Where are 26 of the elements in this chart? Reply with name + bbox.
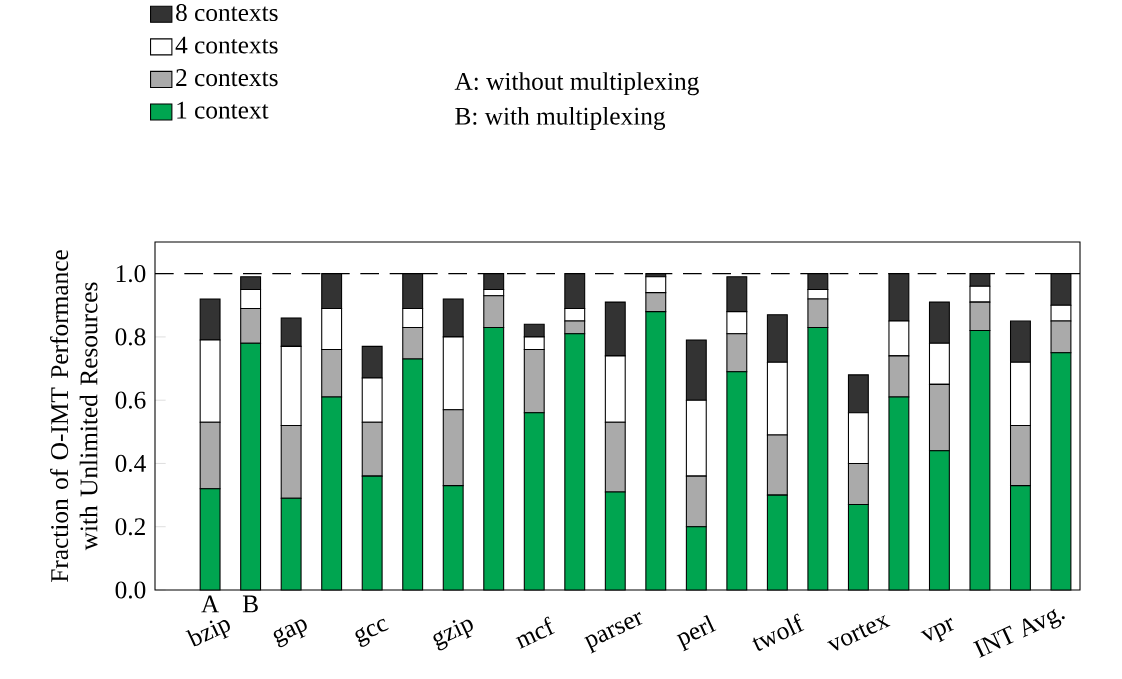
x-tick-label: perl bbox=[676, 615, 717, 652]
y-tick-label: 0.4 bbox=[115, 454, 146, 473]
x-tick-label: twolf bbox=[752, 613, 805, 651]
text: A: without multiplexing bbox=[454, 72, 699, 96]
y-tick-label: 0.8 bbox=[115, 328, 146, 346]
x-tick-label: parser bbox=[584, 611, 643, 654]
legend-label: 8 contexts bbox=[176, 4, 278, 22]
x-tick-label: mcf bbox=[515, 616, 555, 649]
x-tick-label: vpr bbox=[920, 617, 954, 643]
legend-label: 1 context bbox=[177, 101, 269, 119]
text: B: with multiplexing bbox=[455, 106, 666, 130]
y-tick-label: 1.0 bbox=[116, 265, 146, 283]
y-axis-title: Fraction of O-IMT Performance with Unlimited Resources bbox=[50, 250, 98, 582]
y-tick-label: 0.2 bbox=[115, 518, 145, 536]
x-tick-label: gzip bbox=[433, 619, 473, 651]
x-tick-label: bzip bbox=[185, 620, 230, 647]
x-tick-label: vortex bbox=[827, 615, 891, 651]
y-tick-label: 0.0 bbox=[115, 581, 146, 599]
x-tick-label: gap bbox=[273, 619, 307, 648]
legend-label: 2 contexts bbox=[176, 69, 278, 87]
text: B bbox=[242, 595, 258, 613]
legend-label: 4 contexts bbox=[175, 36, 278, 54]
y-tick-label: 0.6 bbox=[115, 391, 146, 409]
x-tick-label: gcc bbox=[355, 618, 389, 647]
text: A bbox=[201, 595, 220, 613]
x-tick-label: INT Avg. bbox=[972, 608, 1065, 658]
